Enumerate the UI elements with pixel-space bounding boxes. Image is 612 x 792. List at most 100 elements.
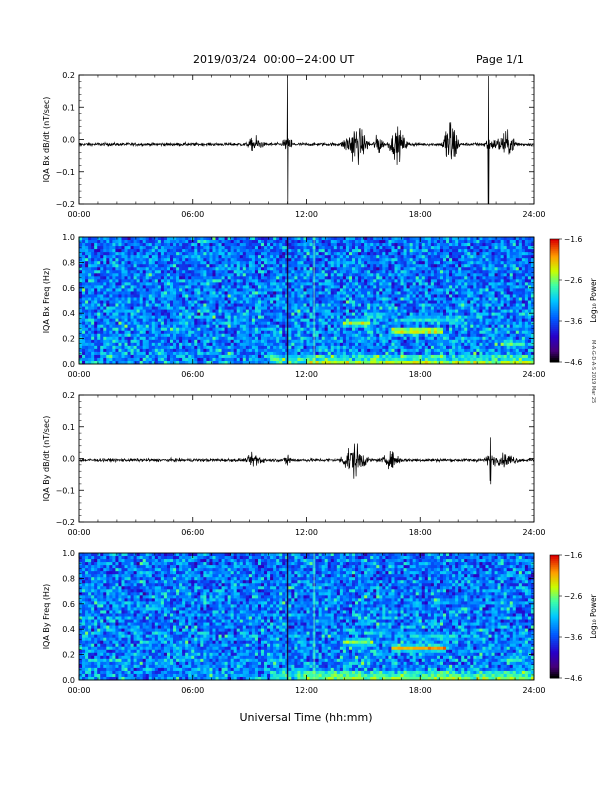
heatmap-cell [139, 336, 144, 341]
heatmap-cell [124, 285, 128, 289]
heatmap-cell [324, 333, 329, 338]
heatmap-cell [309, 261, 313, 265]
heatmap-cell [163, 318, 168, 323]
heatmap-cell [173, 288, 177, 292]
heatmap-cell [118, 267, 122, 271]
heatmap-cell [173, 345, 177, 350]
heatmap-cell [151, 300, 156, 304]
heatmap-cell [230, 255, 235, 259]
heatmap-cell [194, 357, 198, 362]
heatmap-cell [160, 255, 165, 259]
heatmap-cell [403, 306, 407, 310]
heatmap-cell [421, 252, 426, 256]
heatmap-cell [397, 306, 401, 310]
heatmap-cell [118, 264, 122, 268]
heatmap-cell [391, 273, 395, 277]
heatmap-cell [79, 348, 83, 353]
heatmap-cell [109, 357, 113, 362]
heatmap-cell [115, 249, 119, 253]
heatmap-cell [227, 342, 232, 347]
heatmap-cell [170, 327, 174, 332]
heatmap-cell [239, 255, 244, 259]
heatmap-cell [112, 342, 116, 347]
heatmap-cell [288, 327, 292, 332]
heatmap-cell [206, 333, 210, 338]
heatmap-cell [379, 267, 383, 271]
heatmap-cell [103, 351, 107, 356]
heatmap-cell [251, 348, 256, 353]
heatmap-cell [330, 303, 335, 307]
heatmap-cell [297, 279, 301, 283]
heatmap-cell [163, 297, 168, 301]
heatmap-cell [291, 312, 295, 317]
heatmap-cell [106, 261, 110, 265]
heatmap-cell [179, 303, 183, 307]
heatmap-cell [176, 315, 180, 320]
heatmap-cell [376, 312, 380, 317]
heatmap-cell [136, 288, 141, 292]
heatmap-cell [352, 324, 356, 329]
heatmap-cell [148, 276, 153, 280]
heatmap-cell [79, 357, 83, 362]
heatmap-cell [239, 315, 244, 320]
heatmap-cell [103, 270, 107, 274]
heatmap-cell [388, 294, 392, 298]
heatmap-cell [179, 243, 183, 247]
heatmap-cell [315, 348, 320, 353]
heatmap-cell [206, 327, 210, 332]
heatmap-cell [309, 267, 313, 271]
heatmap-cell [379, 264, 383, 268]
heatmap-cell [333, 267, 338, 271]
heatmap-cell [163, 300, 168, 304]
heatmap-cell [364, 300, 368, 304]
heatmap-cell [261, 357, 265, 362]
heatmap-cell [352, 282, 356, 286]
heatmap-cell [239, 252, 244, 256]
heatmap-cell [348, 285, 353, 289]
heatmap-cell [182, 357, 186, 362]
heatmap-cell [185, 240, 189, 244]
heatmap-cell [406, 258, 411, 262]
heatmap-cell [370, 270, 374, 274]
heatmap-cell [91, 270, 95, 274]
heatmap-cell [212, 273, 216, 277]
heatmap-cell [327, 303, 332, 307]
heatmap-cell [130, 309, 134, 313]
heatmap-cell [333, 345, 338, 350]
heatmap-cell [188, 255, 192, 259]
heatmap-cell [233, 336, 238, 341]
heatmap-cell [215, 306, 219, 310]
heatmap-cell [257, 267, 262, 271]
heatmap-cell [367, 303, 371, 307]
heatmap-cell [139, 312, 144, 317]
heatmap-cell [248, 330, 253, 335]
heatmap-cell [233, 309, 238, 313]
heatmap-cell [257, 309, 262, 313]
heatmap-cell [315, 264, 320, 268]
heatmap-cell [324, 336, 329, 341]
heatmap-cell [136, 273, 141, 277]
heatmap-cell [127, 339, 131, 344]
heatmap-cell [406, 255, 411, 259]
heatmap-cell [321, 354, 326, 359]
heatmap-cell [176, 294, 180, 298]
heatmap-cell [97, 282, 101, 286]
heatmap-cell [251, 273, 256, 277]
heatmap-cell [218, 285, 222, 289]
heatmap-cell [324, 297, 329, 301]
heatmap-cell [236, 297, 241, 301]
heatmap-cell [182, 279, 186, 283]
heatmap-cell [118, 291, 122, 295]
heatmap-cell [352, 354, 356, 359]
heatmap-cell [403, 270, 407, 274]
heatmap-cell [279, 297, 283, 301]
heatmap-cell [309, 336, 313, 341]
heatmap-cell [321, 333, 326, 338]
heatmap-cell [245, 351, 250, 356]
heatmap-cell [306, 276, 310, 280]
heatmap-cell [109, 291, 113, 295]
heatmap-cell [166, 327, 171, 332]
heatmap-cell [361, 345, 365, 350]
heatmap-cell [388, 309, 392, 313]
heatmap-cell [367, 252, 371, 256]
